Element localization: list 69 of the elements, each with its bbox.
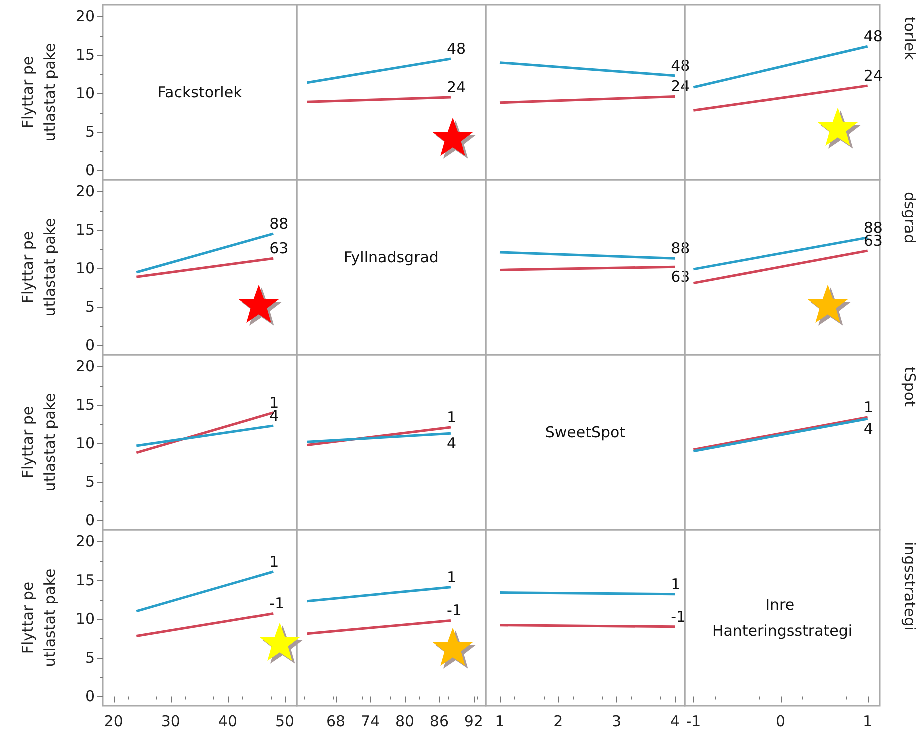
y-tick-label: 20 [76,182,95,201]
x-tick-label: 92 [464,712,484,730]
y-tick-label: 20 [76,532,95,551]
series-label: 48 [864,28,883,46]
y-tick-label: 0 [85,512,95,530]
x-tick-label: 4 [670,712,680,730]
y-axis-title: Flyttar pe utlastat pake [19,43,59,142]
x-tick-label: 2 [554,712,564,730]
x-tick-label: 68 [326,712,346,730]
x-tick-label: 80 [395,712,415,730]
y-tick-label: 5 [85,473,95,492]
y2-axis-title: torlek [901,17,919,61]
x-tick-label: 30 [161,712,180,730]
series-label: 1 [671,575,681,594]
x-tick-label: 1 [863,712,873,730]
y-tick-label: 0 [85,688,95,706]
series-label: 1 [864,398,874,416]
x-tick-label: 1 [495,712,505,730]
y-tick-label: 20 [76,358,95,376]
series-label: 24 [864,66,883,85]
x-tick-label: -1 [686,712,702,730]
y-tick-label: 15 [76,221,95,240]
y-tick-label: 15 [76,396,95,414]
y-tick-label: 0 [85,336,95,355]
y-tick-label: 15 [76,46,95,64]
x-tick-label: 74 [360,712,380,730]
series-label: 48 [446,40,466,58]
text: Fackstorlek [158,84,243,102]
x-tick-label: 86 [430,712,450,730]
x-tick-label: 0 [776,712,786,730]
text: SweetSpot [545,424,626,442]
y2-axis-title: dsgrad [901,192,919,244]
x-tick-label: 20 [104,712,124,730]
series-label: -1 [446,602,462,620]
series-label: -1 [671,608,686,626]
y2-axis-title: tSpot [901,367,919,408]
y-tick-label: 0 [85,162,95,180]
text: Inre Hanteringsstrategi [712,596,853,640]
series-label: 48 [671,56,690,75]
y-axis-title: Flyttar pe utlastat pake [19,218,59,317]
y-tick-label: 10 [76,434,95,453]
x-tick-label: 3 [612,712,622,730]
series-label: 63 [671,268,690,286]
series-label: 1 [270,552,280,571]
y-tick-label: 15 [76,571,95,590]
series-label: -1 [270,594,285,613]
y-axis-title: Flyttar pe utlastat pake [19,568,59,668]
series-label: 1 [446,568,457,586]
y-axis-title: Flyttar pe utlastat pake [19,393,59,492]
series-label: 4 [270,406,280,425]
y-tick-label: 10 [76,84,95,103]
y-tick-label: 20 [76,8,95,26]
series-label: 63 [270,240,289,258]
series-label: 24 [446,78,466,97]
text: Fyllnadsgrad [344,248,439,266]
series-label: 24 [671,78,690,96]
series-label: 88 [671,240,690,258]
y-tick-label: 10 [76,610,95,628]
x-tick-label: 50 [275,712,295,730]
y-tick-label: 5 [85,648,95,667]
x-tick-label: 40 [218,712,238,730]
y-tick-label: 10 [76,260,95,278]
y-tick-label: 5 [85,123,95,142]
y2-axis-title: ingsstrategi [901,542,919,631]
series-label: 4 [446,434,457,453]
series-label: 88 [270,214,289,233]
series-label: 4 [864,420,874,438]
series-label: 1 [446,408,457,426]
y-tick-label: 5 [85,298,95,316]
